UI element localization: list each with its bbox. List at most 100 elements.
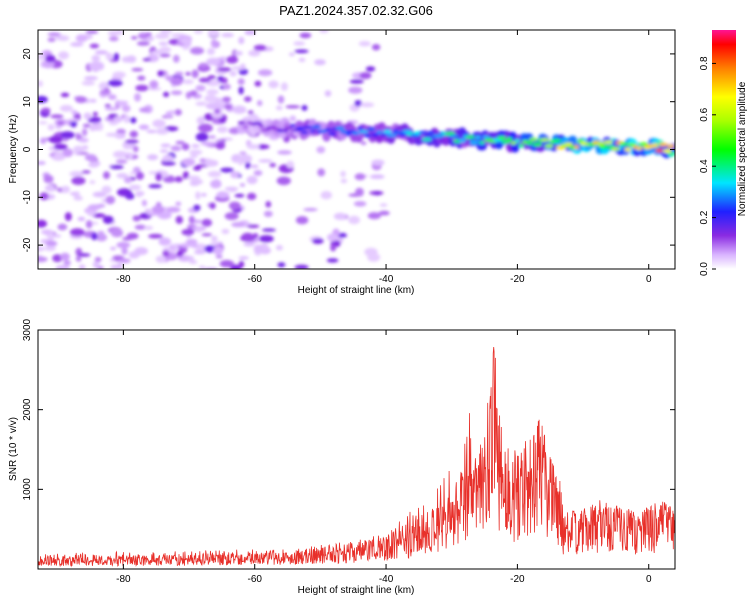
heatmap-cell: [70, 42, 84, 47]
heatmap-cell: [228, 201, 241, 210]
heatmap-cell: [263, 210, 273, 218]
heatmap-cell: [224, 104, 233, 110]
heatmap-cell: [312, 238, 324, 245]
heatmap-cell: [595, 142, 605, 146]
heatmap-cell: [105, 195, 116, 205]
heatmap-cell: [181, 143, 190, 151]
heatmap-cell: [135, 171, 144, 180]
y-tick-label: -20: [22, 237, 33, 252]
heatmap-cell: [89, 62, 105, 71]
heatmap-cell: [188, 215, 195, 224]
heatmap-cell: [175, 215, 183, 224]
heatmap-cell: [135, 84, 149, 92]
heatmap-cell: [38, 219, 47, 228]
heatmap-cell: [246, 175, 258, 185]
heatmap-cell: [67, 118, 79, 122]
heatmap-cell: [71, 110, 78, 115]
heatmap-cell: [257, 69, 273, 77]
heatmap-cell: [125, 193, 135, 200]
heatmap-cell: [209, 202, 216, 210]
heatmap-cell: [195, 132, 209, 142]
heatmap-cell: [78, 264, 86, 269]
heatmap-cell: [129, 184, 141, 191]
heatmap-cell: [358, 41, 371, 47]
heatmap-cell: [47, 32, 61, 37]
heatmap-cell: [215, 141, 226, 150]
heatmap-cell: [115, 159, 128, 165]
heatmap-cell: [44, 184, 56, 192]
heatmap-cell: [317, 168, 326, 177]
heatmap-cell: [194, 243, 207, 252]
heatmap-cell: [177, 255, 192, 262]
heatmap-cell: [41, 229, 53, 235]
snr-x-axis: -80 -60 -40 -20 0: [116, 330, 652, 585]
heatmap-cell: [220, 167, 234, 173]
heatmap-cell: [182, 158, 196, 167]
heatmap-cell: [234, 193, 245, 198]
heatmap-cell: [41, 107, 51, 114]
heatmap-cell: [327, 132, 337, 136]
heatmap-cell: [201, 233, 213, 237]
colorbar-label: Normalized spectral amplitude: [737, 81, 748, 216]
colorbar-tick-label: 0.0: [699, 262, 710, 276]
heatmap-cell: [150, 50, 160, 56]
heatmap-cell: [176, 250, 184, 257]
heatmap-cell: [155, 128, 169, 135]
heatmap-cell: [333, 212, 347, 220]
heatmap-cell: [229, 70, 237, 77]
heatmap-cell: [324, 127, 332, 132]
heatmap-cell: [51, 152, 66, 161]
heatmap-cell: [155, 255, 167, 263]
heatmap-cell: [294, 49, 309, 54]
heatmap-cell: [340, 178, 348, 184]
heatmap-cell: [222, 77, 228, 84]
heatmap-cell: [189, 154, 198, 159]
heatmap-cell: [81, 170, 91, 174]
heatmap-cell: [55, 264, 70, 269]
heatmap-cell: [667, 144, 675, 149]
heatmap-cell: [189, 90, 198, 97]
heatmap-cell: [119, 258, 131, 264]
heatmap-cell: [138, 124, 150, 130]
heatmap-cell: [246, 192, 257, 200]
heatmap-cell: [207, 170, 222, 178]
heatmap-cell: [242, 125, 249, 129]
heatmap-cell: [197, 123, 213, 133]
heatmap-cell: [172, 244, 179, 249]
heatmap-cell: [295, 216, 309, 225]
heatmap-cell: [57, 223, 68, 231]
heatmap-cell: [133, 145, 139, 153]
x-tick-label: -80: [116, 574, 131, 585]
heatmap-cell: [237, 121, 246, 125]
heatmap-cell: [109, 36, 119, 42]
heatmap-cell: [354, 173, 366, 181]
heatmap-cell: [525, 141, 533, 145]
heatmap-cell: [426, 130, 435, 135]
heatmap-cell: [239, 151, 247, 155]
heatmap-cell: [82, 123, 91, 128]
heatmap-cell: [367, 127, 376, 131]
heatmap-cell: [238, 86, 244, 95]
snr-panel: -80 -60 -40 -20 0 1000 2000 3000 Height of str…: [8, 318, 676, 596]
heatmap-cell: [293, 41, 306, 46]
heatmap-cell: [134, 93, 141, 102]
heatmap-cell: [246, 144, 260, 150]
colorbar-tick-label: 0.4: [699, 159, 710, 173]
heatmap-cell: [269, 162, 277, 168]
heatmap-cell: [121, 104, 131, 113]
heatmap-cell: [364, 134, 372, 138]
heatmap-cell: [81, 128, 88, 137]
heatmap-cell: [652, 143, 659, 148]
heatmap-cell: [149, 80, 159, 89]
heatmap-cell: [218, 116, 227, 123]
heatmap-cell: [311, 125, 322, 129]
heatmap-cell: [345, 132, 351, 137]
snr-y-axis: 1000 2000 3000: [22, 318, 675, 500]
heatmap-cell: [250, 164, 259, 169]
heatmap-cell: [655, 148, 663, 153]
heatmap-cell: [458, 138, 467, 143]
heatmap-cell: [195, 84, 206, 92]
heatmap-cell: [189, 47, 205, 55]
heatmap-cell: [131, 36, 138, 40]
heatmap-cell: [104, 87, 110, 92]
